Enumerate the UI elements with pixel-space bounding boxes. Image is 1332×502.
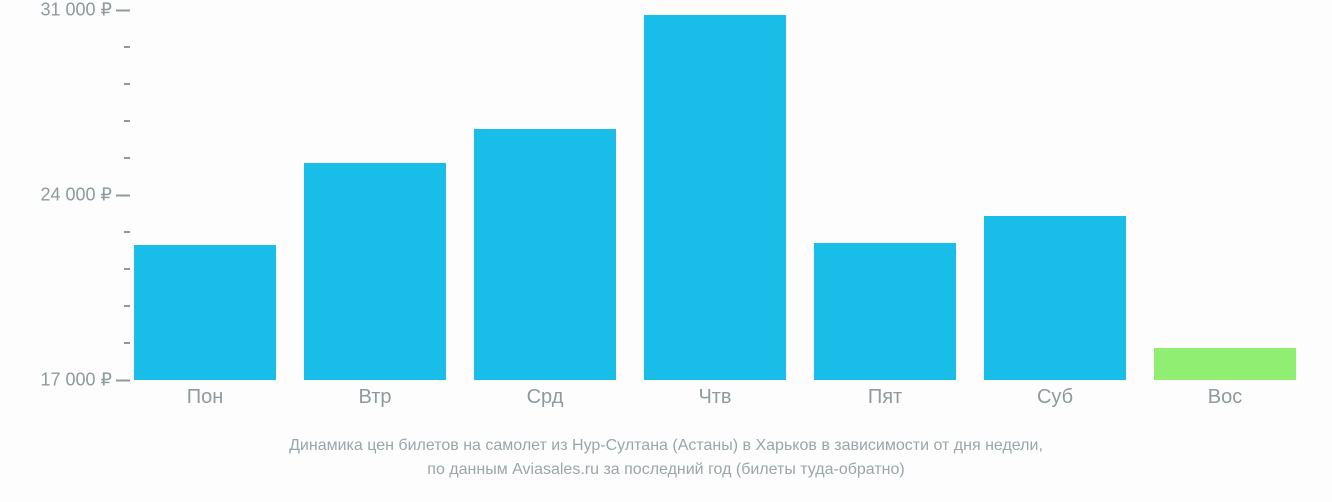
y-tick-label: 17 000 ₽	[0, 370, 112, 391]
y-tick-label: 31 000 ₽	[0, 0, 112, 21]
price-by-weekday-chart: 17 000 ₽24 000 ₽31 000 ₽ ПонВтрСрдЧтвПят…	[0, 0, 1332, 502]
bar-slot	[970, 10, 1140, 380]
bar-slot	[1140, 10, 1310, 380]
y-tick-label: 24 000 ₽	[0, 185, 112, 206]
x-axis-label: Суб	[970, 386, 1140, 409]
bar-slot	[800, 10, 970, 380]
x-axis-label: Срд	[460, 386, 630, 409]
bar	[984, 216, 1127, 380]
bar	[304, 163, 447, 380]
y-axis: 17 000 ₽24 000 ₽31 000 ₽	[0, 10, 120, 380]
plot-area	[120, 10, 1310, 380]
bar	[134, 245, 277, 380]
x-axis-label: Пят	[800, 386, 970, 409]
bar-slot	[630, 10, 800, 380]
bar	[1154, 348, 1297, 380]
caption-line-1: Динамика цен билетов на самолет из Нур-С…	[289, 437, 1043, 454]
bar	[644, 15, 787, 380]
caption-line-2: по данным Aviasales.ru за последний год …	[427, 461, 904, 478]
bar-slot	[290, 10, 460, 380]
chart-caption: Динамика цен билетов на самолет из Нур-С…	[0, 434, 1332, 482]
bar-slot	[120, 10, 290, 380]
x-axis-label: Пон	[120, 386, 290, 409]
x-axis-label: Вос	[1140, 386, 1310, 409]
bars-container	[120, 10, 1310, 380]
x-axis-label: Чтв	[630, 386, 800, 409]
bar	[474, 129, 617, 380]
x-axis: ПонВтрСрдЧтвПятСубВос	[120, 386, 1310, 409]
bar	[814, 243, 957, 380]
bar-slot	[460, 10, 630, 380]
x-axis-label: Втр	[290, 386, 460, 409]
